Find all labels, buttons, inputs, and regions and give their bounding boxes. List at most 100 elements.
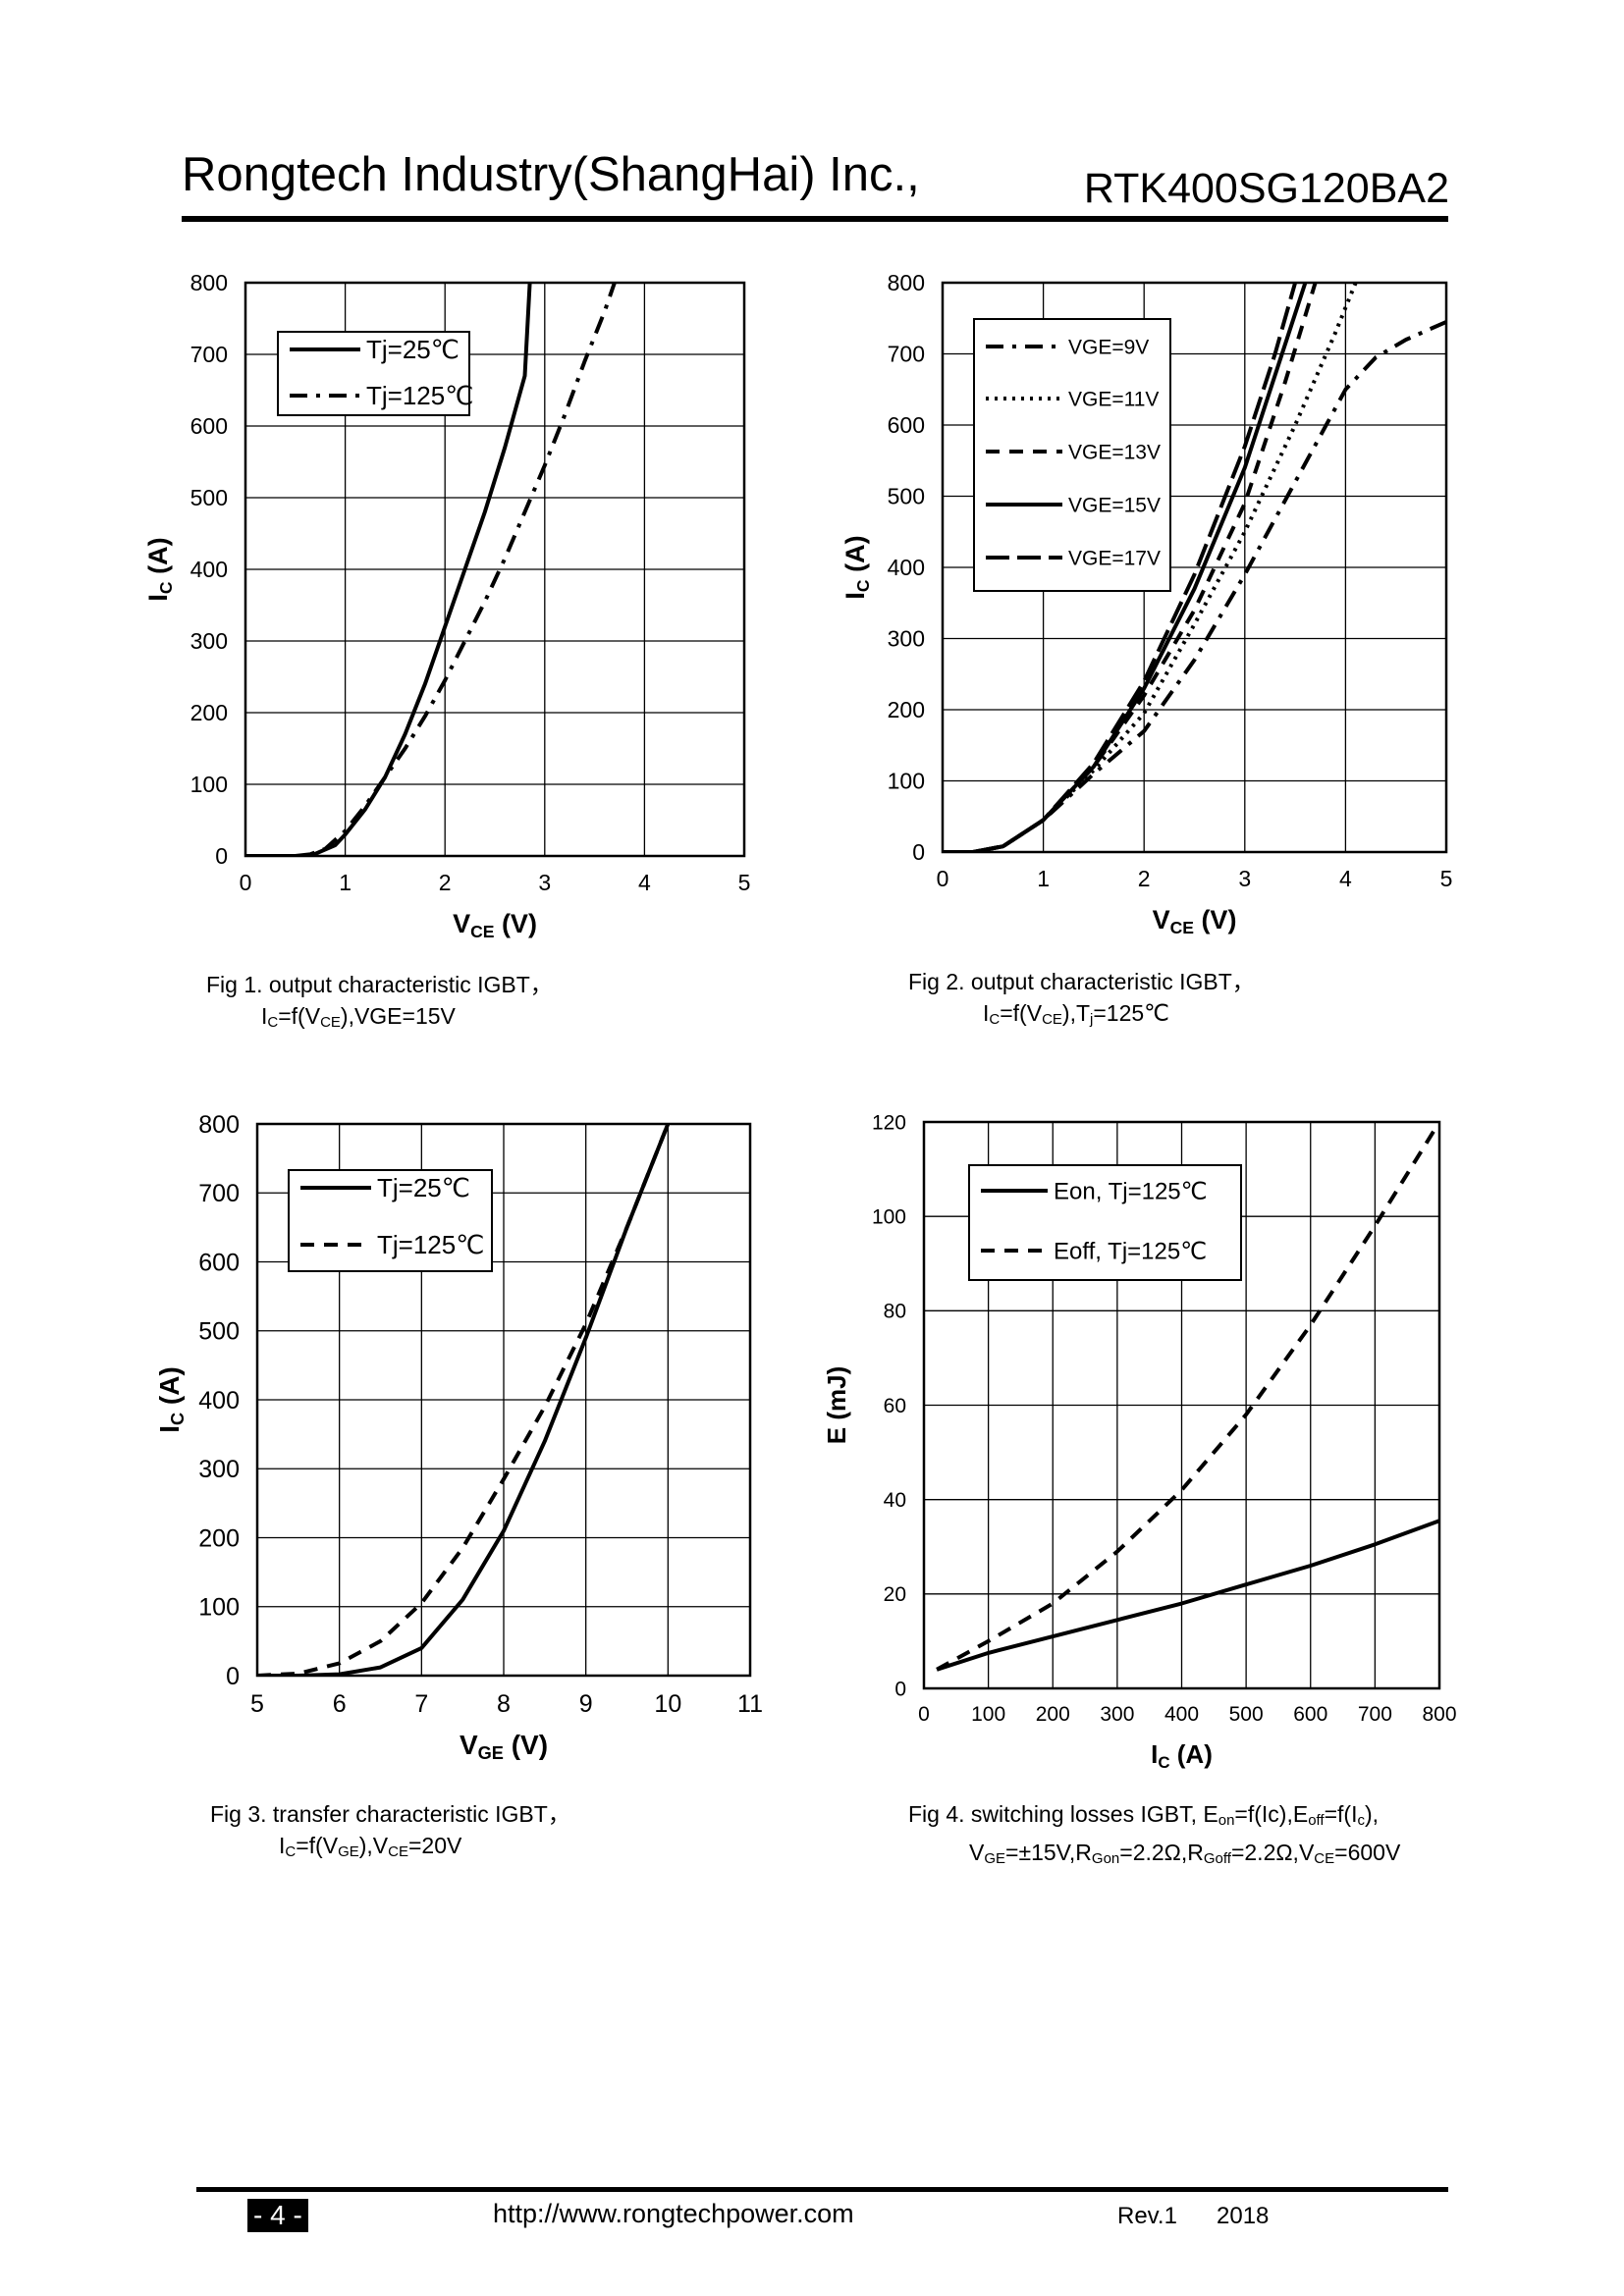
caption-fig2: Fig 2. output characteristic IGBT， IC=f(… <box>908 966 1255 1036</box>
fig4-ytick-label: 0 <box>894 1678 906 1700</box>
fig4-ytick-label: 20 <box>884 1583 906 1606</box>
fig4-series-line-1 <box>936 1122 1439 1672</box>
fig4-ytick-label: 120 <box>872 1111 906 1134</box>
fig4-legend-label-0: Eon, Tj=125℃ <box>1054 1178 1208 1204</box>
fig3-ytick-label: 0 <box>226 1663 240 1690</box>
caption-fig2-line1: Fig 2. output characteristic IGBT， <box>908 969 1255 994</box>
caption-fig2-line2: IC=f(VCE),Tj=125℃ <box>983 1000 1169 1028</box>
caption-fig3-line1: Fig 3. transfer characteristic IGBT， <box>210 1801 570 1827</box>
fig4-xtick-label: 0 <box>918 1703 930 1726</box>
fig3-legend-label-1: Tj=125℃ <box>377 1230 484 1259</box>
fig3-ytick-label: 200 <box>198 1524 240 1552</box>
fig3-xtick-label: 9 <box>579 1690 593 1718</box>
fig1-xtick-label: 5 <box>738 870 751 895</box>
header-divider <box>182 216 1448 222</box>
fig3-ytick-label: 500 <box>198 1318 240 1346</box>
fig1-xtick-label: 0 <box>240 870 252 895</box>
fig2-x-axis-label: VCE (V) <box>1153 905 1237 937</box>
footer-divider <box>196 2187 1448 2192</box>
fig2-legend-label-4: VGE=17V <box>1068 547 1161 569</box>
fig2-xtick-label: 4 <box>1339 866 1352 891</box>
fig4-xtick-label: 200 <box>1036 1703 1070 1726</box>
fig2-ytick-label: 100 <box>888 769 925 794</box>
footer-year: 2018 <box>1217 2203 1270 2229</box>
fig4-plot-frame <box>922 1120 1441 1690</box>
fig3-series-line-1 <box>257 1124 671 1676</box>
fig3-xtick-label: 5 <box>250 1690 264 1718</box>
fig1-plot-frame <box>244 281 746 858</box>
fig2-plot-frame <box>941 281 1448 854</box>
fig1-legend-label-1: Tj=125℃ <box>366 381 473 410</box>
fig4-xtick-label: 500 <box>1229 1703 1264 1726</box>
caption-fig4-line2: VGE=±15V,RGon=2.2Ω,RGoff=2.2Ω,VCE=600V <box>969 1840 1401 1867</box>
fig4-ytick-label: 40 <box>884 1489 906 1512</box>
fig2-ytick-label: 300 <box>888 626 925 652</box>
caption-fig3: Fig 3. transfer characteristic IGBT， IC=… <box>210 1798 570 1868</box>
page-number: - 4 - <box>247 2199 308 2232</box>
fig1-ytick-label: 200 <box>190 700 228 725</box>
fig1-ytick-label: 100 <box>190 772 228 797</box>
chart-fig2-output-characteristic-vge: 0 1 2 3 4 5 0 100 200 300 400 500 600 700 800 VCE (V) IC… <box>840 270 1453 937</box>
fig4-xtick-label: 600 <box>1293 1703 1327 1726</box>
fig1-series-line-0 <box>245 283 532 856</box>
fig2-legend-box <box>973 318 1171 592</box>
fig2-series-line-4 <box>943 283 1298 852</box>
fig4-series-line-0 <box>936 1519 1439 1672</box>
fig4-xtick-label: 100 <box>971 1703 1005 1726</box>
fig4-y-axis-label: E (mJ) <box>822 1366 851 1444</box>
fig3-series-line-0 <box>257 1124 671 1676</box>
fig2-legend-label-0: VGE=9V <box>1068 336 1149 358</box>
fig1-series-line-1 <box>245 283 617 856</box>
fig2-series-line-0 <box>943 320 1446 852</box>
fig2-ytick-label: 700 <box>888 342 925 367</box>
fig1-ytick-label: 300 <box>190 628 228 654</box>
fig4-ytick-label: 100 <box>872 1206 906 1229</box>
fig1-ytick-label: 600 <box>190 413 228 439</box>
fig3-xtick-label: 6 <box>333 1690 347 1718</box>
fig2-y-axis-label: IC (A) <box>840 535 873 599</box>
fig1-legend-label-0: Tj=25℃ <box>366 335 460 364</box>
chart-fig4-switching-losses: 0 100 200 300 400 500 600 700 800 0 20 40 60 80 100 120… <box>822 1111 1457 1772</box>
fig1-ytick-label: 500 <box>190 485 228 510</box>
fig2-xtick-label: 5 <box>1440 866 1453 891</box>
fig4-ytick-label: 60 <box>884 1395 906 1417</box>
fig2-ytick-label: 800 <box>888 270 925 295</box>
fig2-ytick-label: 200 <box>888 697 925 722</box>
fig1-ytick-label: 400 <box>190 557 228 582</box>
fig4-xtick-label: 700 <box>1358 1703 1392 1726</box>
fig1-xtick-label: 3 <box>538 870 551 895</box>
fig3-xtick-label: 8 <box>497 1690 511 1718</box>
fig3-legend-label-0: Tj=25℃ <box>377 1173 470 1202</box>
fig1-ytick-label: 700 <box>190 342 228 367</box>
fig3-ytick-label: 100 <box>198 1594 240 1622</box>
footer-revision: Rev.1 <box>1117 2203 1177 2229</box>
footer-url[interactable]: http://www.rongtechpower.com <box>493 2199 854 2228</box>
fig2-legend-label-2: VGE=13V <box>1068 441 1161 463</box>
fig3-ytick-label: 600 <box>198 1249 240 1276</box>
fig2-ytick-label: 400 <box>888 555 925 580</box>
fig4-xtick-label: 800 <box>1422 1703 1456 1726</box>
fig3-xtick-label: 11 <box>737 1690 763 1718</box>
caption-fig1-line1: Fig 1. output characteristic IGBT， <box>206 972 553 997</box>
fig2-xtick-label: 0 <box>937 866 949 891</box>
fig2-ytick-label: 600 <box>888 412 925 438</box>
fig3-xtick-label: 7 <box>414 1690 428 1718</box>
fig4-legend-box <box>968 1164 1242 1281</box>
fig1-ytick-label: 0 <box>215 843 228 869</box>
fig3-y-axis-label: IC (A) <box>154 1366 188 1433</box>
fig4-ytick-label: 80 <box>884 1301 906 1323</box>
fig1-xtick-label: 1 <box>339 870 352 895</box>
caption-fig4: Fig 4. switching losses IGBT, Eon=f(Ic),… <box>908 1798 1400 1875</box>
fig1-ytick-label: 800 <box>190 270 228 295</box>
fig2-xtick-label: 3 <box>1238 866 1251 891</box>
caption-fig1-line2: IC=f(VCE),VGE=15V <box>261 1003 456 1031</box>
fig1-x-axis-label: VCE (V) <box>453 909 537 941</box>
fig1-xtick-label: 2 <box>439 870 452 895</box>
fig2-legend-label-3: VGE=15V <box>1068 494 1161 516</box>
fig1-y-axis-label: IC (A) <box>143 537 176 601</box>
fig2-xtick-label: 1 <box>1037 866 1050 891</box>
chart-fig1-output-characteristic: 0 1 2 3 4 5 0 100 200 300 400 500 600 700 800 VCE (V) IC… <box>143 270 751 941</box>
fig2-xtick-label: 2 <box>1138 866 1151 891</box>
part-number: RTK400SG120BA2 <box>1083 165 1449 212</box>
company-name: Rongtech Industry(ShangHai) Inc., <box>182 148 920 201</box>
